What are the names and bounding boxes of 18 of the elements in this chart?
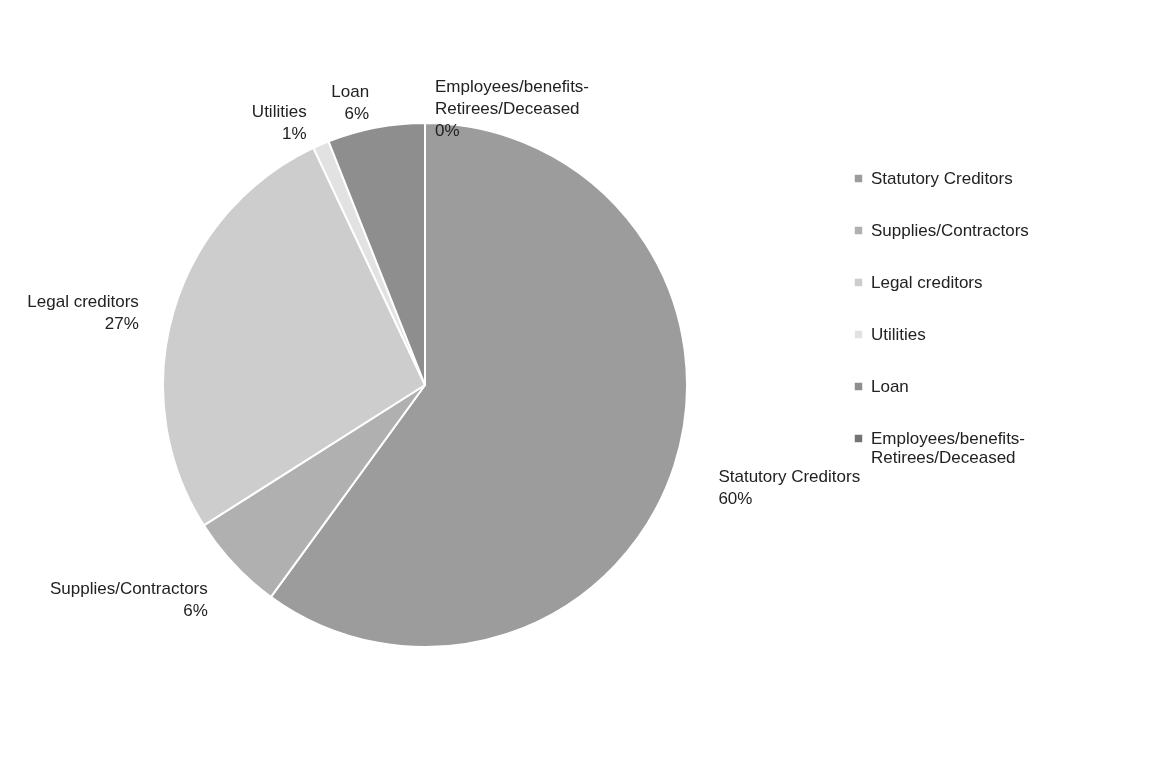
legend-label: Utilities (871, 324, 926, 344)
slice-label: Loan (331, 82, 370, 102)
slice-label: Legal creditors (27, 291, 139, 311)
legend-label: Supplies/Contractors (871, 220, 1029, 240)
data-label: 60% (718, 489, 753, 509)
legend-label: Loan (871, 376, 909, 396)
slice-label: Supplies/Contractors (49, 579, 208, 598)
text: 0% (435, 121, 460, 140)
slice-label: Utilities (251, 101, 307, 121)
legend-label: Employees/benefits-Retirees/Deceased (871, 428, 1026, 467)
legend-label: Statutory Creditors (871, 168, 1013, 188)
category-label: Employees/benefits-Retirees/Deceased (435, 77, 590, 118)
data-label: 27% (104, 313, 139, 333)
slice-label: Statutory Creditors (718, 467, 861, 487)
legend-label: Legal creditors (871, 272, 983, 292)
data-label: 6% (344, 104, 370, 124)
data-label: 6% (183, 601, 208, 620)
data-label: 1% (282, 123, 307, 143)
